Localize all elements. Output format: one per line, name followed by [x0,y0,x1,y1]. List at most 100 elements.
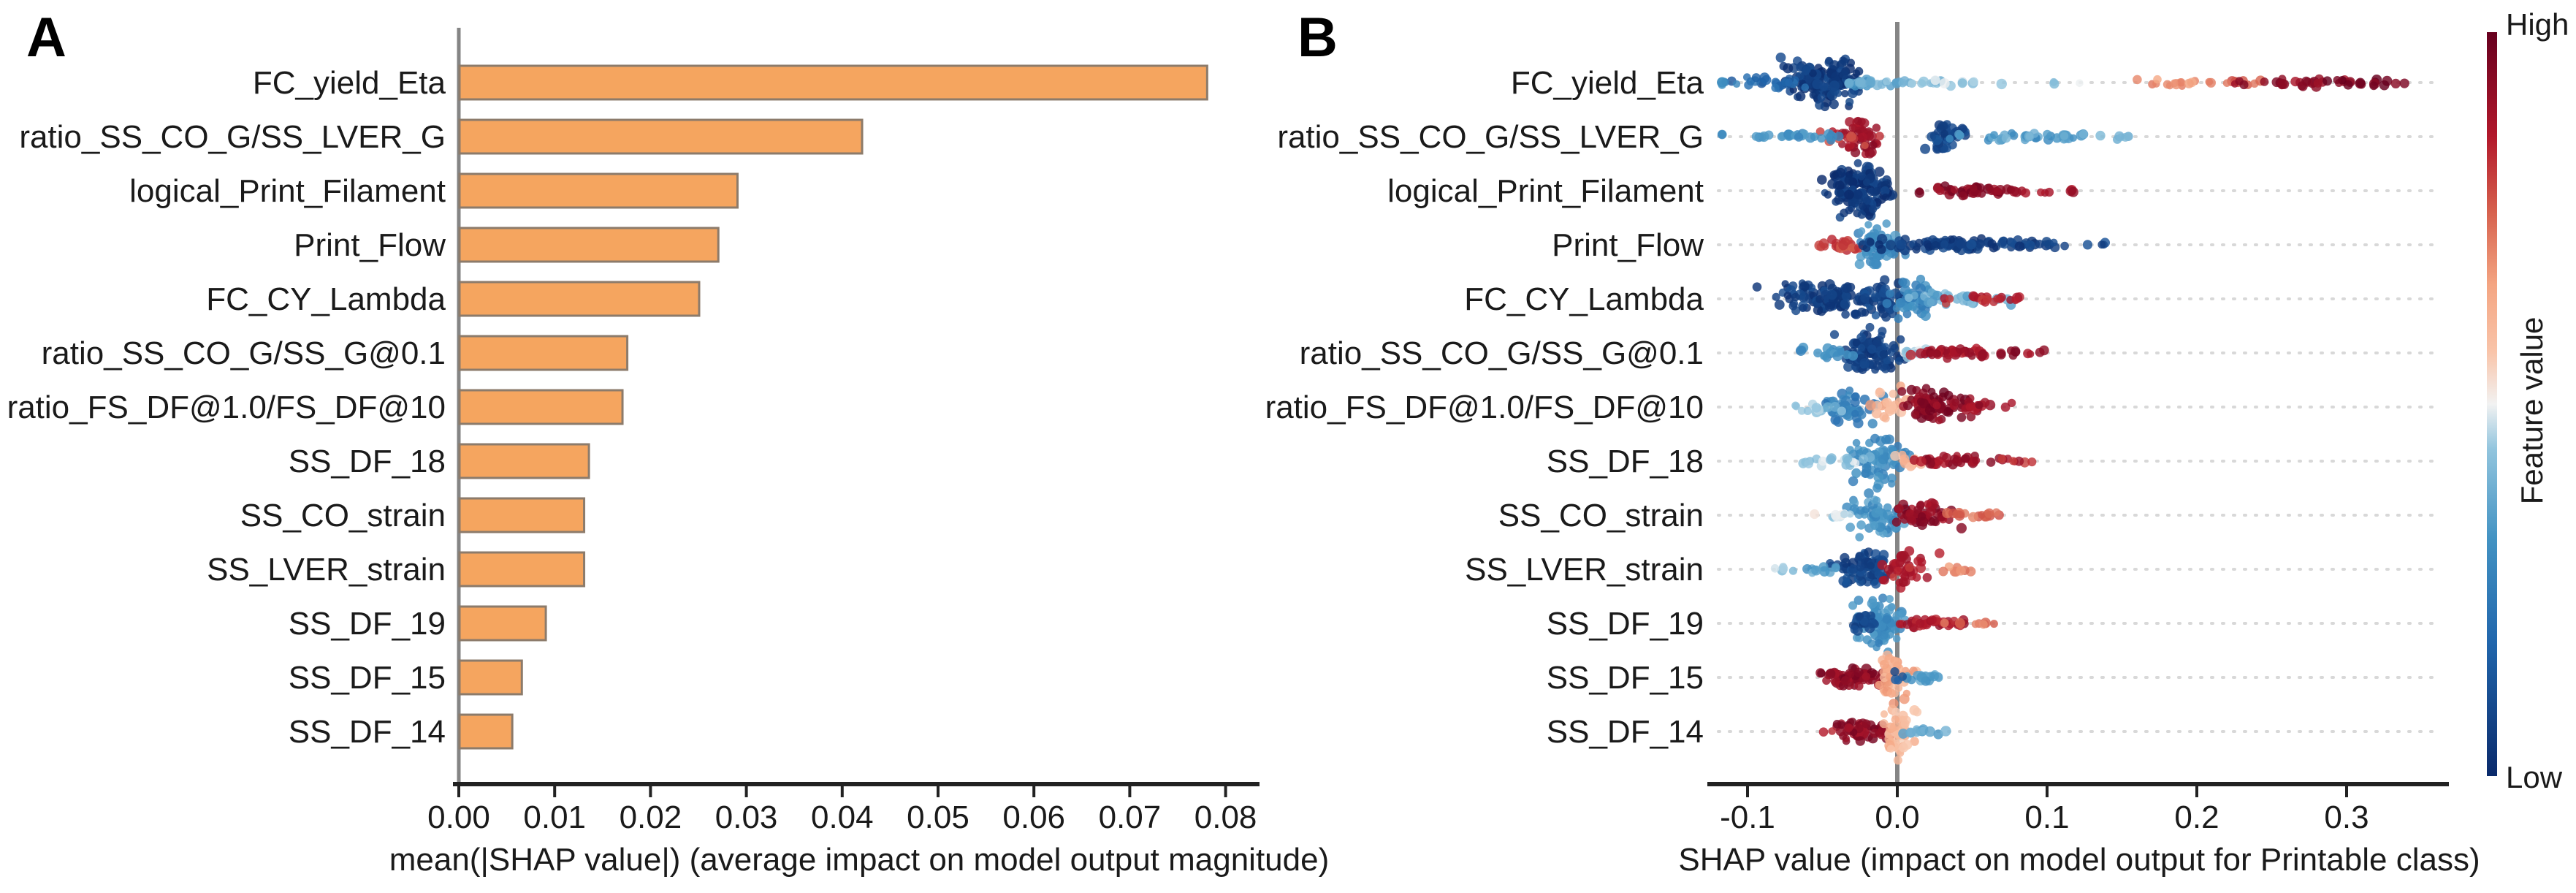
swarm-dot [1845,170,1853,179]
swarm-dot [1889,616,1900,627]
swarm-dot [1872,496,1881,505]
swarm-dot [1860,549,1869,557]
swarm-dot [1927,501,1937,512]
swarm-dot [2013,235,2023,245]
swarm-dot [1826,290,1835,299]
swarm-dot [1829,330,1840,339]
swarm-dot [1861,469,1870,478]
swarm-dot [1840,673,1851,684]
swarm-dot [1886,361,1894,370]
swarm-dot [1937,512,1948,522]
swarm-dot [1908,510,1917,520]
swarm-dot [1889,699,1899,709]
panel-b-group: FC_yield_Etaratio_SS_CO_G/SS_LVER_Glogic… [1265,22,2449,835]
swarm-dot [1829,83,1839,92]
swarm-dot [1898,672,1908,681]
swarm-dot [1853,355,1863,364]
swarm-dot [1949,566,1960,577]
swarm-dot [1815,668,1826,678]
swarm-dot [1810,132,1819,141]
swarm-dot [1872,577,1880,585]
swarm-dot [1807,284,1816,292]
swarm-dot [2227,76,2238,87]
swarm-dot [2020,240,2029,249]
swarm-dot [1959,297,1967,305]
swarm-dot [1794,93,1802,101]
swarm-dot [1870,237,1878,246]
swarm-dot [1878,724,1887,733]
swarm-dot [1913,243,1921,251]
swarm-dot [1996,78,2007,90]
swarm-dot [1902,726,1910,734]
swarm-dot [1887,618,1895,626]
swarm-dot [1829,289,1840,300]
swarm-dot [1823,402,1833,412]
swarm-dot [1869,512,1878,520]
swarm-dot [1921,384,1931,392]
swarm-dot [1902,563,1913,574]
swarm-dot [1945,129,1955,139]
swarm-dot [1871,513,1880,522]
swarm-dot [1915,517,1925,527]
swarm-dot [1836,61,1845,69]
swarm-dot [1858,674,1868,685]
swarm-dot [1911,280,1921,290]
swarm-dot [1837,180,1847,189]
swarm-dot [1975,239,1984,248]
feature-label: SS_LVER_strain [1465,552,1704,588]
swarm-dot [1883,77,1891,86]
swarm-dot [1908,458,1917,467]
swarm-dot [1870,399,1878,408]
swarm-dot [1932,349,1943,360]
swarm-dot [1836,302,1845,312]
swarm-dot [1990,131,1998,140]
swarm-dot [1855,719,1864,728]
tick-label: 0.03 [715,799,778,835]
swarm-dot [1956,347,1967,358]
swarm-dot [1852,625,1863,636]
swarm-dot [1940,124,1951,134]
swarm-dot [1847,458,1856,468]
swarm-dot [1866,361,1875,369]
swarm-dot [1796,346,1804,355]
swarm-dot [1921,238,1929,246]
swarm-dot [1830,676,1840,686]
swarm-dot [1904,561,1914,571]
swarm-dot [1826,561,1837,572]
swarm-dot [1908,459,1918,469]
swarm-dot [1877,181,1888,192]
swarm-dot [1909,240,1918,248]
swarm-dot [1951,128,1959,137]
swarm-dot [1860,294,1871,304]
swarm-dot [1859,616,1869,626]
swarm-dot [1861,448,1872,458]
swarm-dot [1857,117,1866,126]
swarm-dot [1914,295,1924,305]
feature-value-colorbar [2487,32,2497,776]
swarm-dot [1923,240,1932,248]
swarm-dot [1855,83,1864,91]
swarm-dot [1940,238,1950,248]
swarm-dot [1851,622,1859,631]
swarm-dot [1855,612,1864,622]
swarm-dot [1777,132,1787,142]
swarm-dot [1802,65,1811,75]
swarm-dot [2025,132,2034,140]
swarm-dot [1849,672,1859,680]
swarm-dot [1989,297,1998,306]
feature-label: ratio_SS_CO_G/SS_G@0.1 [1300,335,1704,371]
swarm-dot [2250,79,2259,88]
swarm-dot [1875,387,1883,396]
swarm-dot [1845,350,1853,359]
swarm-dot [1907,618,1916,628]
swarm-dot [2124,132,2133,141]
swarm-dot [1920,292,1929,301]
swarm-dot [1894,314,1903,323]
swarm-dot [1805,294,1815,304]
swarm-dot [1873,140,1882,148]
swarm-dot [1833,175,1843,185]
swarm-dot [1810,73,1819,82]
swarm-dot [1874,250,1885,261]
swarm-dot [1961,404,1972,415]
colorbar-title: Feature value [2515,316,2549,505]
